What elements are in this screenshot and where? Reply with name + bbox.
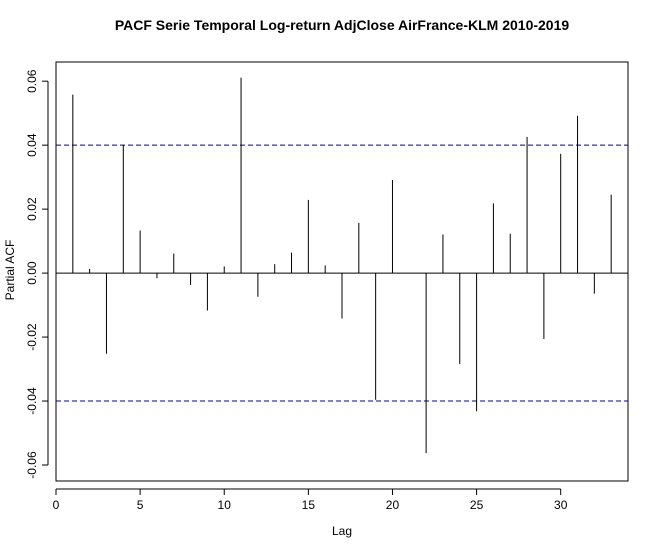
x-axis: 0 5 10 15 20 25 30 (53, 488, 568, 512)
x-tick-label: 25 (470, 498, 484, 512)
y-tick-label: 0.04 (25, 133, 39, 157)
y-tick-label: 0.06 (25, 69, 39, 93)
x-tick-label: 15 (302, 498, 316, 512)
x-tick-label: 30 (554, 498, 568, 512)
y-tick-label: 0.02 (25, 197, 39, 221)
x-tick-label: 0 (53, 498, 60, 512)
y-axis: -0.06 -0.04 -0.02 0.00 0.02 0.04 0.06 (25, 69, 49, 479)
y-tick-label: -0.06 (25, 451, 39, 479)
y-tick-label: 0.00 (25, 261, 39, 285)
chart-title: PACF Serie Temporal Log-return AdjClose … (115, 17, 570, 33)
x-axis-label: Lag (332, 524, 352, 538)
plot-frame (55, 61, 629, 482)
y-tick-label: -0.04 (25, 387, 39, 415)
plot-area (55, 61, 629, 482)
y-axis-label: Partial ACF (3, 240, 17, 301)
y-tick-label: -0.02 (25, 323, 39, 351)
x-tick-label: 5 (137, 498, 144, 512)
x-tick-label: 10 (218, 498, 232, 512)
x-tick-label: 20 (386, 498, 400, 512)
